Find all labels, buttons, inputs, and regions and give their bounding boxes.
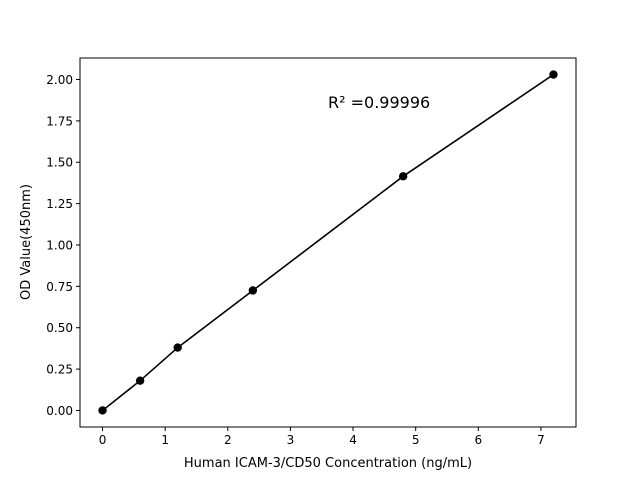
series-line: [102, 73, 554, 412]
y-tick-label: 1.00: [46, 238, 73, 252]
y-tick-label: 0.75: [46, 280, 73, 294]
r-squared-annotation: R² =0.99996: [328, 93, 430, 112]
y-tick-label: 2.00: [46, 73, 73, 87]
y-tick-label: 0.00: [46, 404, 73, 418]
x-tick-label: 3: [287, 433, 295, 447]
x-tick-label: 1: [161, 433, 169, 447]
x-tick-label: 0: [99, 433, 107, 447]
x-tick-label: 2: [224, 433, 232, 447]
y-tick-label: 1.25: [46, 197, 73, 211]
y-tick-label: 1.75: [46, 114, 73, 128]
plot-frame: [79, 57, 577, 428]
data-point: [248, 286, 258, 295]
data-point: [135, 376, 145, 385]
data-point: [173, 343, 182, 352]
data-point: [98, 406, 107, 415]
y-axis-label: OD Value(450nm): [19, 184, 34, 300]
y-tick-label: 0.50: [46, 321, 73, 335]
y-tick-label: 1.50: [46, 156, 73, 170]
x-axis-label: Human ICAM-3/CD50 Concentration (ng/mL): [184, 456, 472, 471]
x-tick-label: 4: [349, 433, 357, 447]
data-point: [549, 70, 558, 79]
data-point: [398, 172, 408, 181]
y-tick-label: 0.25: [46, 363, 73, 377]
x-tick-label: 6: [474, 433, 482, 447]
x-tick-label: 5: [412, 433, 420, 447]
x-tick-label: 7: [537, 433, 545, 447]
